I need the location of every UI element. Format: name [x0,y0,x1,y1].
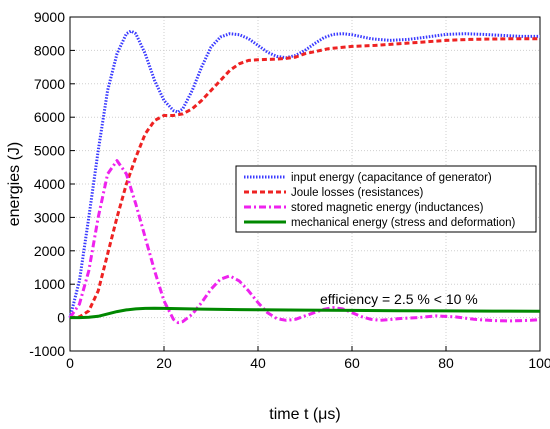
y-tick-label-4: 3000 [34,209,65,225]
x-tick-label-4: 80 [438,355,454,371]
y-tick-label-8: 7000 [34,76,65,92]
legend-label-1: Joule losses (resistances) [291,187,423,199]
legend-label-3: mechanical energy (stress and deformatio… [291,217,516,229]
series-line-3 [70,306,541,320]
series-line-1 [69,37,540,320]
y-tick-label-2: 1000 [34,276,65,292]
x-tick-label-1: 20 [156,355,172,371]
y-tick-label-3: 2000 [34,243,65,259]
y-tick-label-1: 0 [57,310,65,326]
x-tick-label-3: 60 [344,355,360,371]
y-tick-label-10: 9000 [34,9,65,25]
series-line-0 [68,29,540,318]
x-axis-ticks: 0 20 40 60 80 100 [66,346,550,371]
y-axis-ticks: -1000 0 1000 2000 3000 4000 5000 6000 7000 8000 90… [29,9,75,359]
y-tick-label-6: 5000 [34,143,65,159]
y-tick-label-5: 4000 [34,176,65,192]
x-axis-label: time t (μs) [269,406,340,423]
x-tick-label-5: 100 [528,355,550,371]
legend: input energy (capacitance of generator) J… [235,165,537,233]
x-tick-label-2: 40 [250,355,266,371]
legend-label-2: stored magnetic energy (inductances) [291,202,484,214]
y-axis-label: energies (J) [6,142,23,226]
series-line-2 [68,159,541,325]
x-tick-label-0: 0 [66,355,74,371]
y-tick-label-9: 8000 [34,42,65,58]
y-tick-label-0: -1000 [29,343,65,359]
efficiency-annotation: efficiency = 2.5 % < 10 % [320,291,478,307]
series-lines [68,29,541,325]
y-tick-label-7: 6000 [34,109,65,125]
legend-label-0: input energy (capacitance of generator) [291,172,492,184]
